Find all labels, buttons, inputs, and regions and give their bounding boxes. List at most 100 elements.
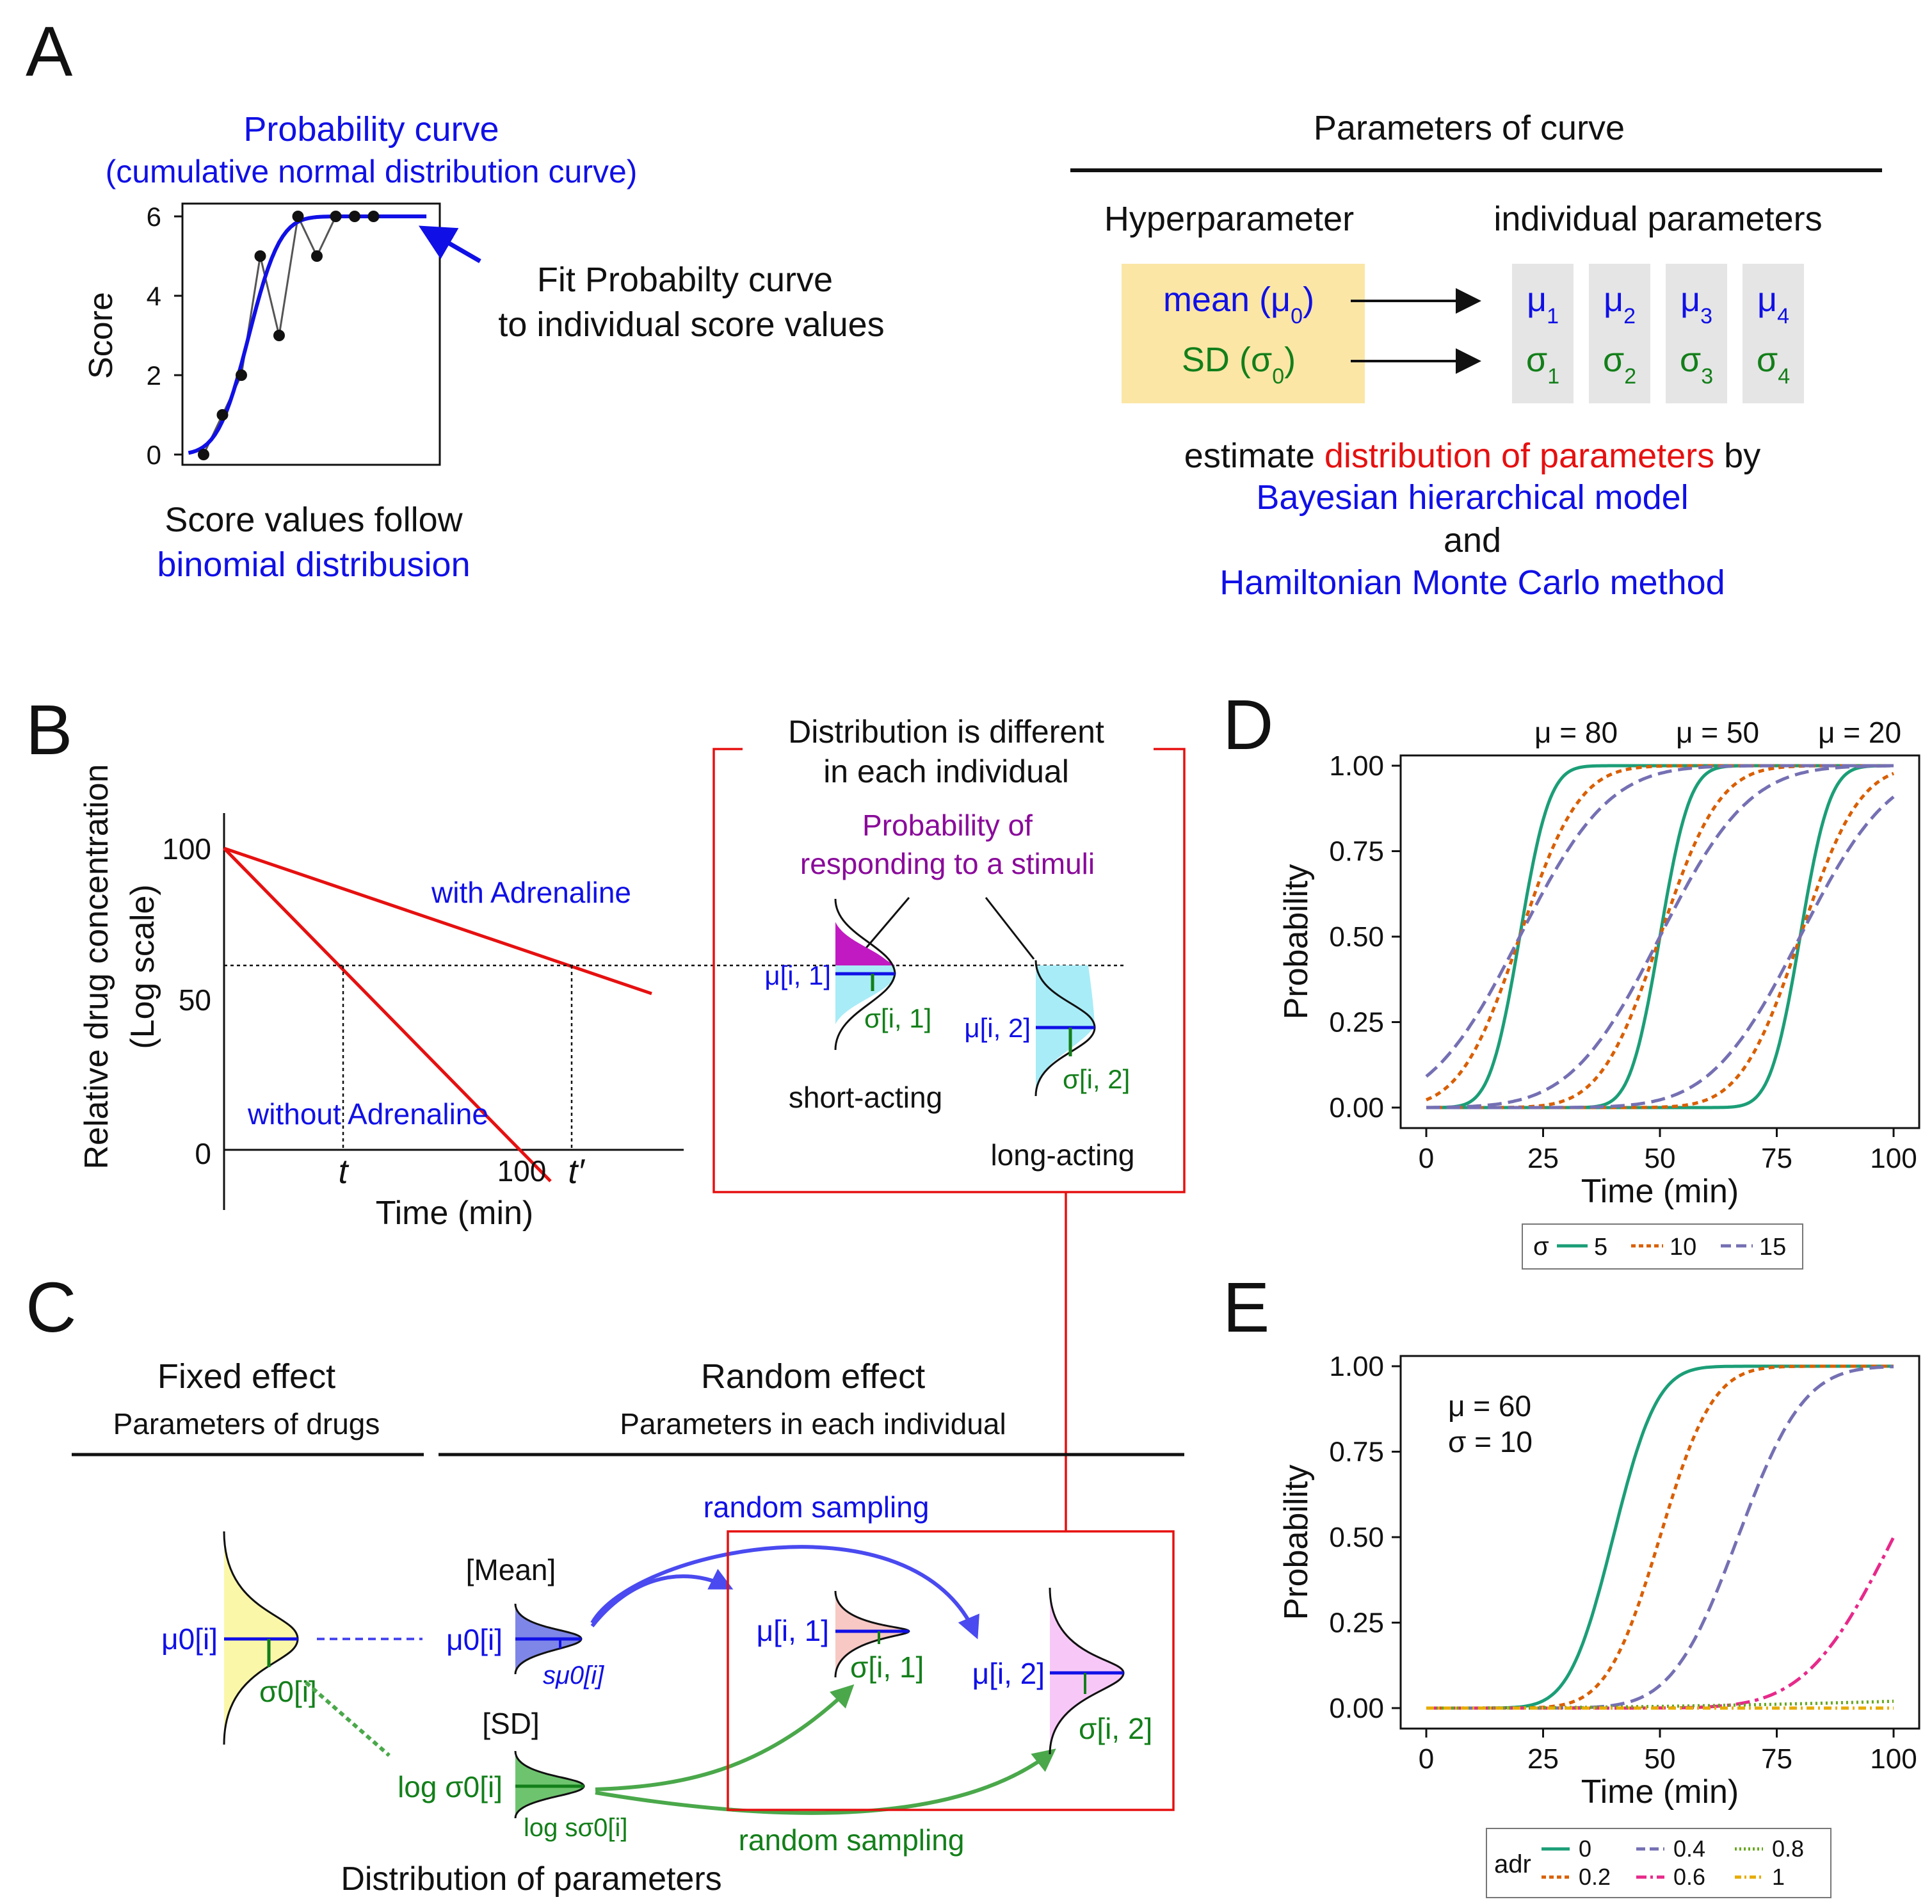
x-tick-label: 100 bbox=[1870, 1743, 1917, 1775]
box-title-2: in each individual bbox=[823, 754, 1069, 789]
with-adrenaline-label: with Adrenaline bbox=[431, 876, 631, 909]
score-tick: 0 bbox=[147, 440, 161, 470]
y-tick-label: 0.00 bbox=[1329, 1092, 1384, 1124]
panel-label-a: A bbox=[26, 12, 73, 91]
prob-pointer bbox=[860, 897, 910, 955]
score-y-label: Score bbox=[83, 292, 120, 379]
fixed-sub: Parameters of drugs bbox=[113, 1407, 380, 1440]
e-legend: adr 0 0.2 0.4 0.6 0.8 1 bbox=[1486, 1828, 1831, 1898]
score-y-ticks: 6 4 2 0 bbox=[147, 202, 182, 470]
score-tick: 2 bbox=[147, 360, 161, 391]
x-tick-label: 50 bbox=[1645, 1743, 1676, 1775]
d-legend-title: σ bbox=[1533, 1232, 1549, 1261]
d-legend-label-15: 15 bbox=[1759, 1234, 1786, 1261]
e-annot-mu: μ = 60 bbox=[1448, 1389, 1531, 1423]
curve-title-2: (cumulative normal distribution curve) bbox=[106, 154, 638, 190]
prob-pointer bbox=[985, 897, 1035, 960]
sd-tag: [SD] bbox=[482, 1707, 539, 1740]
sigma-indiv: σ4 bbox=[1757, 341, 1790, 389]
score-text-2: binomial distribusion bbox=[157, 545, 470, 584]
random-sampling-arrow-bottom-short bbox=[595, 1684, 855, 1791]
e-annot-sigma: σ = 10 bbox=[1448, 1425, 1533, 1458]
mu-label-20: μ = 20 bbox=[1818, 716, 1901, 749]
mu-indiv: μ2 bbox=[1604, 280, 1636, 328]
indiv-label: individual parameters bbox=[1493, 200, 1822, 238]
score-point bbox=[349, 211, 360, 222]
b-x-label: Time (min) bbox=[376, 1195, 534, 1232]
mu-indiv: μ1 bbox=[1527, 280, 1559, 328]
panel-b: B Relative drug concentration (Log scale… bbox=[26, 691, 1186, 1531]
indiv-boxes: μ1 μ2 μ3 μ4 σ1 σ2 σ3 σ4 bbox=[1512, 264, 1804, 403]
without-adrenaline-line bbox=[223, 847, 552, 1182]
x-tick-label: 25 bbox=[1527, 1143, 1559, 1174]
b-y-tick: 50 bbox=[179, 983, 211, 1017]
mean-s-label: sμ0[i] bbox=[543, 1661, 604, 1690]
short-fill bbox=[835, 965, 895, 1024]
d-legend-label-5: 5 bbox=[1594, 1234, 1607, 1261]
sigma-indiv: σ3 bbox=[1680, 341, 1713, 389]
mu-label-50: μ = 50 bbox=[1676, 716, 1759, 749]
t-label: t bbox=[338, 1152, 349, 1191]
panel-label-c: C bbox=[26, 1268, 76, 1347]
fit-text-2: to individual score values bbox=[498, 305, 884, 344]
b-y-label-2: (Log scale) bbox=[124, 884, 161, 1049]
panel-d: D μ = 80 μ = 50 μ = 20 0 25 50 75 100 0.00 0.2… bbox=[1223, 686, 1920, 1270]
and-text: and bbox=[1444, 521, 1501, 560]
fixed-density: μ0[i] σ0[i] bbox=[161, 1531, 317, 1745]
b-y-label-1: Relative drug concentration bbox=[78, 764, 115, 1169]
with-adrenaline-line bbox=[223, 846, 652, 996]
long-acting-density: μ[i, 2] σ[i, 2] long-acting bbox=[964, 960, 1135, 1172]
sd-log-label: log σ0[i] bbox=[398, 1770, 503, 1803]
t-prime-label: t′ bbox=[568, 1152, 585, 1191]
x-tick-label: 50 bbox=[1645, 1143, 1676, 1174]
e-legend-label-0: 0 bbox=[1579, 1835, 1591, 1862]
params-title: Parameters of curve bbox=[1314, 109, 1625, 147]
d-x-label: Time (min) bbox=[1581, 1173, 1739, 1210]
y-tick-label: 1.00 bbox=[1329, 750, 1384, 782]
score-point bbox=[198, 449, 209, 460]
hyper-sd: SD (σ0) bbox=[1182, 341, 1296, 389]
score-tick: 6 bbox=[147, 202, 161, 232]
random-title: Random effect bbox=[701, 1357, 925, 1396]
fixed-sigma-label: σ0[i] bbox=[259, 1675, 317, 1708]
short-prob-fill bbox=[835, 922, 895, 965]
panel-label-d: D bbox=[1223, 686, 1273, 764]
indiv-box bbox=[1589, 264, 1650, 403]
hyper-label: Hyperparameter bbox=[1104, 200, 1354, 238]
y-tick-label: 1.00 bbox=[1329, 1351, 1384, 1382]
random-sampling-arrow-top-short bbox=[590, 1569, 734, 1627]
x-tick-label: 75 bbox=[1761, 1743, 1792, 1775]
series-line-adr-0-2 bbox=[1426, 1364, 1894, 1710]
panel-label-e: E bbox=[1223, 1268, 1269, 1347]
e-legend-label-06: 0.6 bbox=[1673, 1864, 1705, 1890]
short-mu-label: μ[i, 1] bbox=[764, 960, 831, 990]
score-point bbox=[367, 211, 380, 222]
series-line-sigma-5 bbox=[1426, 764, 1894, 1109]
fixed-title: Fixed effect bbox=[157, 1357, 335, 1396]
score-point bbox=[216, 409, 229, 421]
prob-text-2: responding to a stimuli bbox=[800, 847, 1095, 880]
random-sampling-top: random sampling bbox=[704, 1490, 930, 1524]
bayes-text: Bayesian hierarchical model bbox=[1256, 478, 1688, 517]
panel-c: C Fixed effect Parameters of drugs Rando… bbox=[26, 1268, 1184, 1898]
fit-arrow bbox=[418, 225, 481, 264]
curve-title-1: Probability curve bbox=[243, 110, 499, 149]
series-line-adr-0-4 bbox=[1426, 1365, 1894, 1710]
d-legend-label-10: 10 bbox=[1670, 1234, 1696, 1261]
mean-tag: [Mean] bbox=[466, 1553, 556, 1586]
score-point bbox=[330, 211, 342, 222]
series-line-adr-0-8 bbox=[1426, 1699, 1894, 1710]
hyper-mean: mean (μ0) bbox=[1163, 280, 1314, 328]
series-line-adr-0-6 bbox=[1426, 1536, 1896, 1710]
prob-text-1: Probability of bbox=[862, 809, 1033, 842]
panel-a: A Probability curve (cumulative normal d… bbox=[26, 12, 1882, 602]
individual-box bbox=[712, 748, 1186, 1193]
x-tick-label: 25 bbox=[1527, 1743, 1559, 1775]
indiv-1-mu-label: μ[i, 1] bbox=[757, 1614, 829, 1647]
e-legend-label-04: 0.4 bbox=[1673, 1835, 1705, 1862]
d-legend: σ 5 10 15 bbox=[1522, 1223, 1803, 1270]
mean-mu-label: μ0[i] bbox=[446, 1623, 503, 1656]
random-sampling-bottom: random sampling bbox=[739, 1823, 965, 1857]
score-point bbox=[236, 369, 247, 381]
e-legend-label-02: 0.2 bbox=[1579, 1864, 1611, 1890]
